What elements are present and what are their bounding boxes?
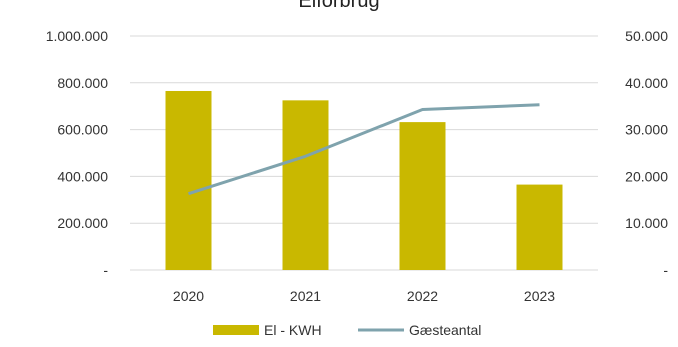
right-tick-label: 10.000 [625, 215, 668, 231]
line-series [188, 103, 540, 196]
left-tick-label: 200.000 [57, 215, 108, 231]
chart-title: Elforbrug [298, 0, 379, 12]
left-tick-label: 800.000 [57, 75, 108, 91]
bar-2020 [165, 90, 212, 271]
legend: El - KWH Gæsteantal [213, 322, 481, 338]
right-tick-label: - [663, 262, 668, 278]
x-tick-label: 2022 [407, 288, 438, 304]
left-tick-label: 400.000 [57, 168, 108, 184]
left-tick-label: 1.000.000 [46, 28, 108, 44]
x-tick-label: 2020 [173, 288, 204, 304]
right-tick-label: 30.000 [625, 122, 668, 138]
bar-2023 [516, 184, 563, 270]
x-tick-label: 2021 [290, 288, 321, 304]
line-gaesteantal [188, 103, 540, 196]
legend-label-el-kwh: El - KWH [264, 322, 322, 338]
left-tick-label: - [103, 262, 108, 278]
right-tick-label: 20.000 [625, 168, 668, 184]
right-tick-label: 40.000 [625, 75, 668, 91]
x-tick-label: 2023 [524, 288, 555, 304]
bar-2021 [282, 100, 329, 270]
left-tick-label: 600.000 [57, 122, 108, 138]
bar-series [165, 90, 563, 271]
bar-2022 [399, 122, 446, 270]
legend-swatch-el-kwh [213, 325, 259, 335]
left-axis-ticks: - 200.000 400.000 600.000 800.000 1.000.000 [46, 28, 109, 278]
legend-label-gaesteantal: Gæsteantal [409, 322, 481, 338]
right-tick-label: 50.000 [625, 28, 668, 44]
right-axis-ticks: - 10.000 20.000 30.000 40.000 50.000 [625, 28, 668, 278]
x-axis-ticks: 2020 2021 2022 2023 [173, 288, 555, 304]
